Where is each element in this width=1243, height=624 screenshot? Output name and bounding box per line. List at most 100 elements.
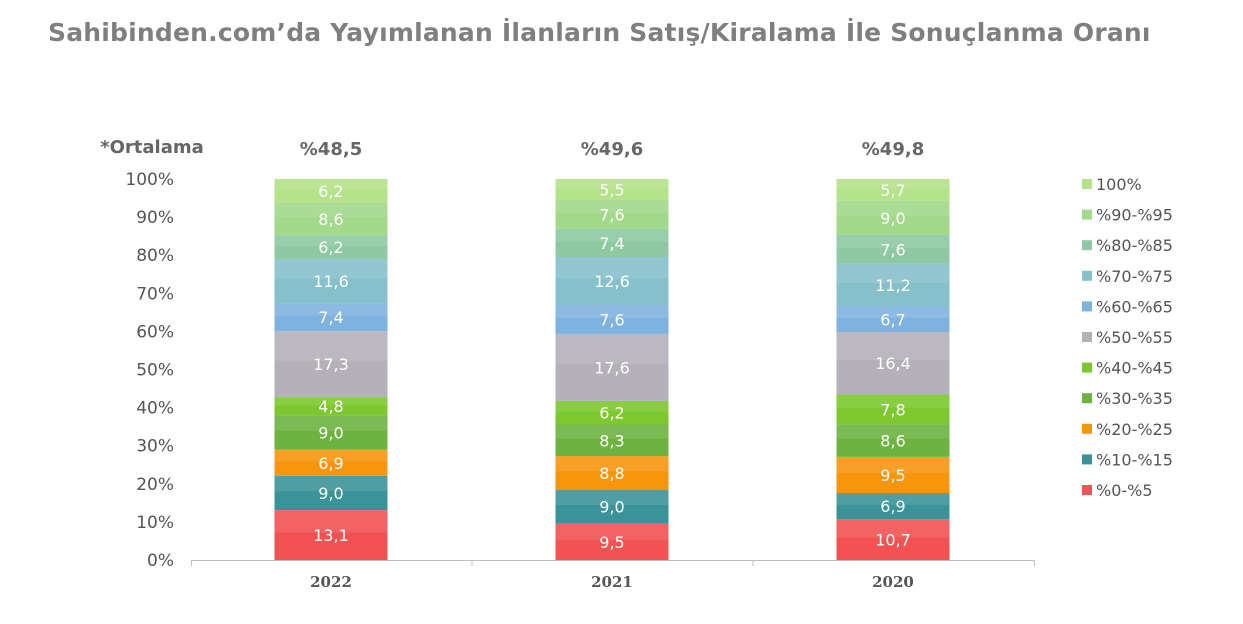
legend-swatch (1082, 454, 1092, 465)
data-label: 8,6 (318, 210, 343, 229)
chart-title: Sahibinden.com’da Yayımlanan İlanların S… (48, 18, 1151, 47)
bar-segment (836, 306, 950, 333)
bar-segment (274, 179, 388, 203)
bar-segment-highlight (836, 456, 950, 474)
bar-segment (555, 228, 669, 258)
legend-swatch (1082, 485, 1092, 495)
data-label: 17,3 (313, 355, 349, 374)
bar-segment-highlight (274, 415, 388, 431)
x-tick-label: 2022 (310, 573, 352, 591)
y-tick-label: 10% (136, 513, 174, 533)
data-label: 7,8 (880, 400, 905, 419)
legend-label: %10-%15 (1096, 450, 1173, 469)
bar-segment-highlight (274, 510, 388, 533)
bar-segment (555, 424, 669, 457)
bars: 13,1 9,0 6,9 9,0 4,8 17,3 7,4 11,6 6,2 8,6 6,2 9,5 9… (274, 179, 950, 560)
data-label: 9,0 (318, 423, 343, 442)
bar-segment (836, 179, 950, 201)
bar-segment-highlight (836, 424, 950, 439)
bar-segment (274, 331, 388, 398)
data-label: 6,2 (318, 238, 343, 257)
data-label: 13,1 (313, 526, 349, 545)
bar-segment-highlight (836, 200, 950, 217)
y-tick-label: 0% (147, 551, 174, 571)
bar-segment (274, 202, 388, 236)
bar-segment-highlight (555, 304, 669, 319)
data-label: 11,2 (875, 276, 911, 295)
bar-segment (555, 304, 669, 334)
data-label: 8,3 (599, 431, 624, 450)
bar-segment (555, 456, 669, 490)
average-value: %49,6 (581, 139, 643, 160)
x-tick-label: 2021 (591, 573, 633, 591)
bar-segment (555, 333, 669, 401)
y-tick-label: 70% (136, 284, 174, 304)
y-tick-label: 40% (136, 399, 174, 419)
bar-segment (555, 523, 669, 560)
legend-swatch (1082, 240, 1092, 251)
legend-label: %50-%55 (1096, 328, 1173, 347)
bar-segment-highlight (274, 202, 388, 218)
bar-segment (836, 456, 950, 494)
legend-swatch (1082, 209, 1092, 220)
data-label: 12,6 (594, 272, 630, 291)
bar-segment (274, 397, 388, 416)
y-tick-label: 60% (136, 322, 174, 342)
legend-label: %90-%95 (1096, 206, 1173, 225)
legend-swatch (1082, 393, 1092, 404)
data-label: 6,9 (318, 454, 343, 473)
bar-segment-highlight (555, 228, 669, 242)
data-label: 9,0 (880, 209, 905, 228)
legend-label: %70-%75 (1096, 267, 1173, 286)
data-label: 7,6 (599, 205, 624, 224)
y-tick-label: 50% (136, 361, 174, 381)
bar-segment-highlight (274, 331, 388, 361)
bar-segment-highlight (836, 179, 950, 189)
bar-segment-highlight (555, 424, 669, 439)
legend-swatch (1082, 270, 1092, 281)
y-tick-label: 80% (136, 246, 174, 266)
bar-segment (836, 263, 950, 307)
data-label: 8,6 (880, 431, 905, 450)
legend: 100% %90-%95 %80-%85 %70-%75 %60-%65 %50-%55%… (1082, 175, 1173, 500)
data-label: 6,2 (318, 182, 343, 201)
bar-segment-highlight (836, 493, 950, 505)
bar-segment-highlight (555, 199, 669, 213)
legend-swatch (1082, 179, 1092, 189)
bar-segment (555, 179, 669, 200)
bar-segment (836, 200, 950, 235)
bar-segment-highlight (836, 519, 950, 538)
x-tick-label: 2020 (872, 573, 914, 591)
y-tick-label: 100% (125, 170, 174, 190)
bar-segment-highlight (274, 235, 388, 246)
bar-segment (836, 493, 950, 520)
data-label: 10,7 (875, 531, 911, 550)
y-tick-label: 30% (136, 437, 174, 457)
bar-segment (274, 510, 388, 560)
bar-segment-highlight (836, 263, 950, 284)
bar-segment-highlight (274, 303, 388, 316)
legend-swatch (1082, 301, 1092, 312)
bar-segment (555, 400, 669, 425)
legend-label: %40-%45 (1096, 359, 1173, 378)
data-label: 9,5 (599, 533, 624, 552)
bar-segment (274, 235, 388, 259)
bar-segment-highlight (555, 257, 669, 279)
bar-segment-highlight (555, 523, 669, 541)
bar-segment-highlight (836, 332, 950, 361)
bar-segment (555, 199, 669, 229)
bar-segment (836, 394, 950, 425)
bar-segment-highlight (836, 234, 950, 248)
y-tick-label: 90% (136, 208, 174, 228)
averages-label: *Ortalama (100, 137, 204, 158)
bar-segment-highlight (274, 397, 388, 406)
bar-segment (274, 415, 388, 450)
data-label: 6,7 (880, 310, 905, 329)
data-label: 9,0 (318, 484, 343, 503)
data-label: 6,9 (880, 497, 905, 516)
bar-segment-highlight (555, 333, 669, 365)
bar-segment-highlight (274, 258, 388, 279)
data-label: 5,5 (599, 180, 624, 199)
data-label: 16,4 (875, 354, 911, 373)
